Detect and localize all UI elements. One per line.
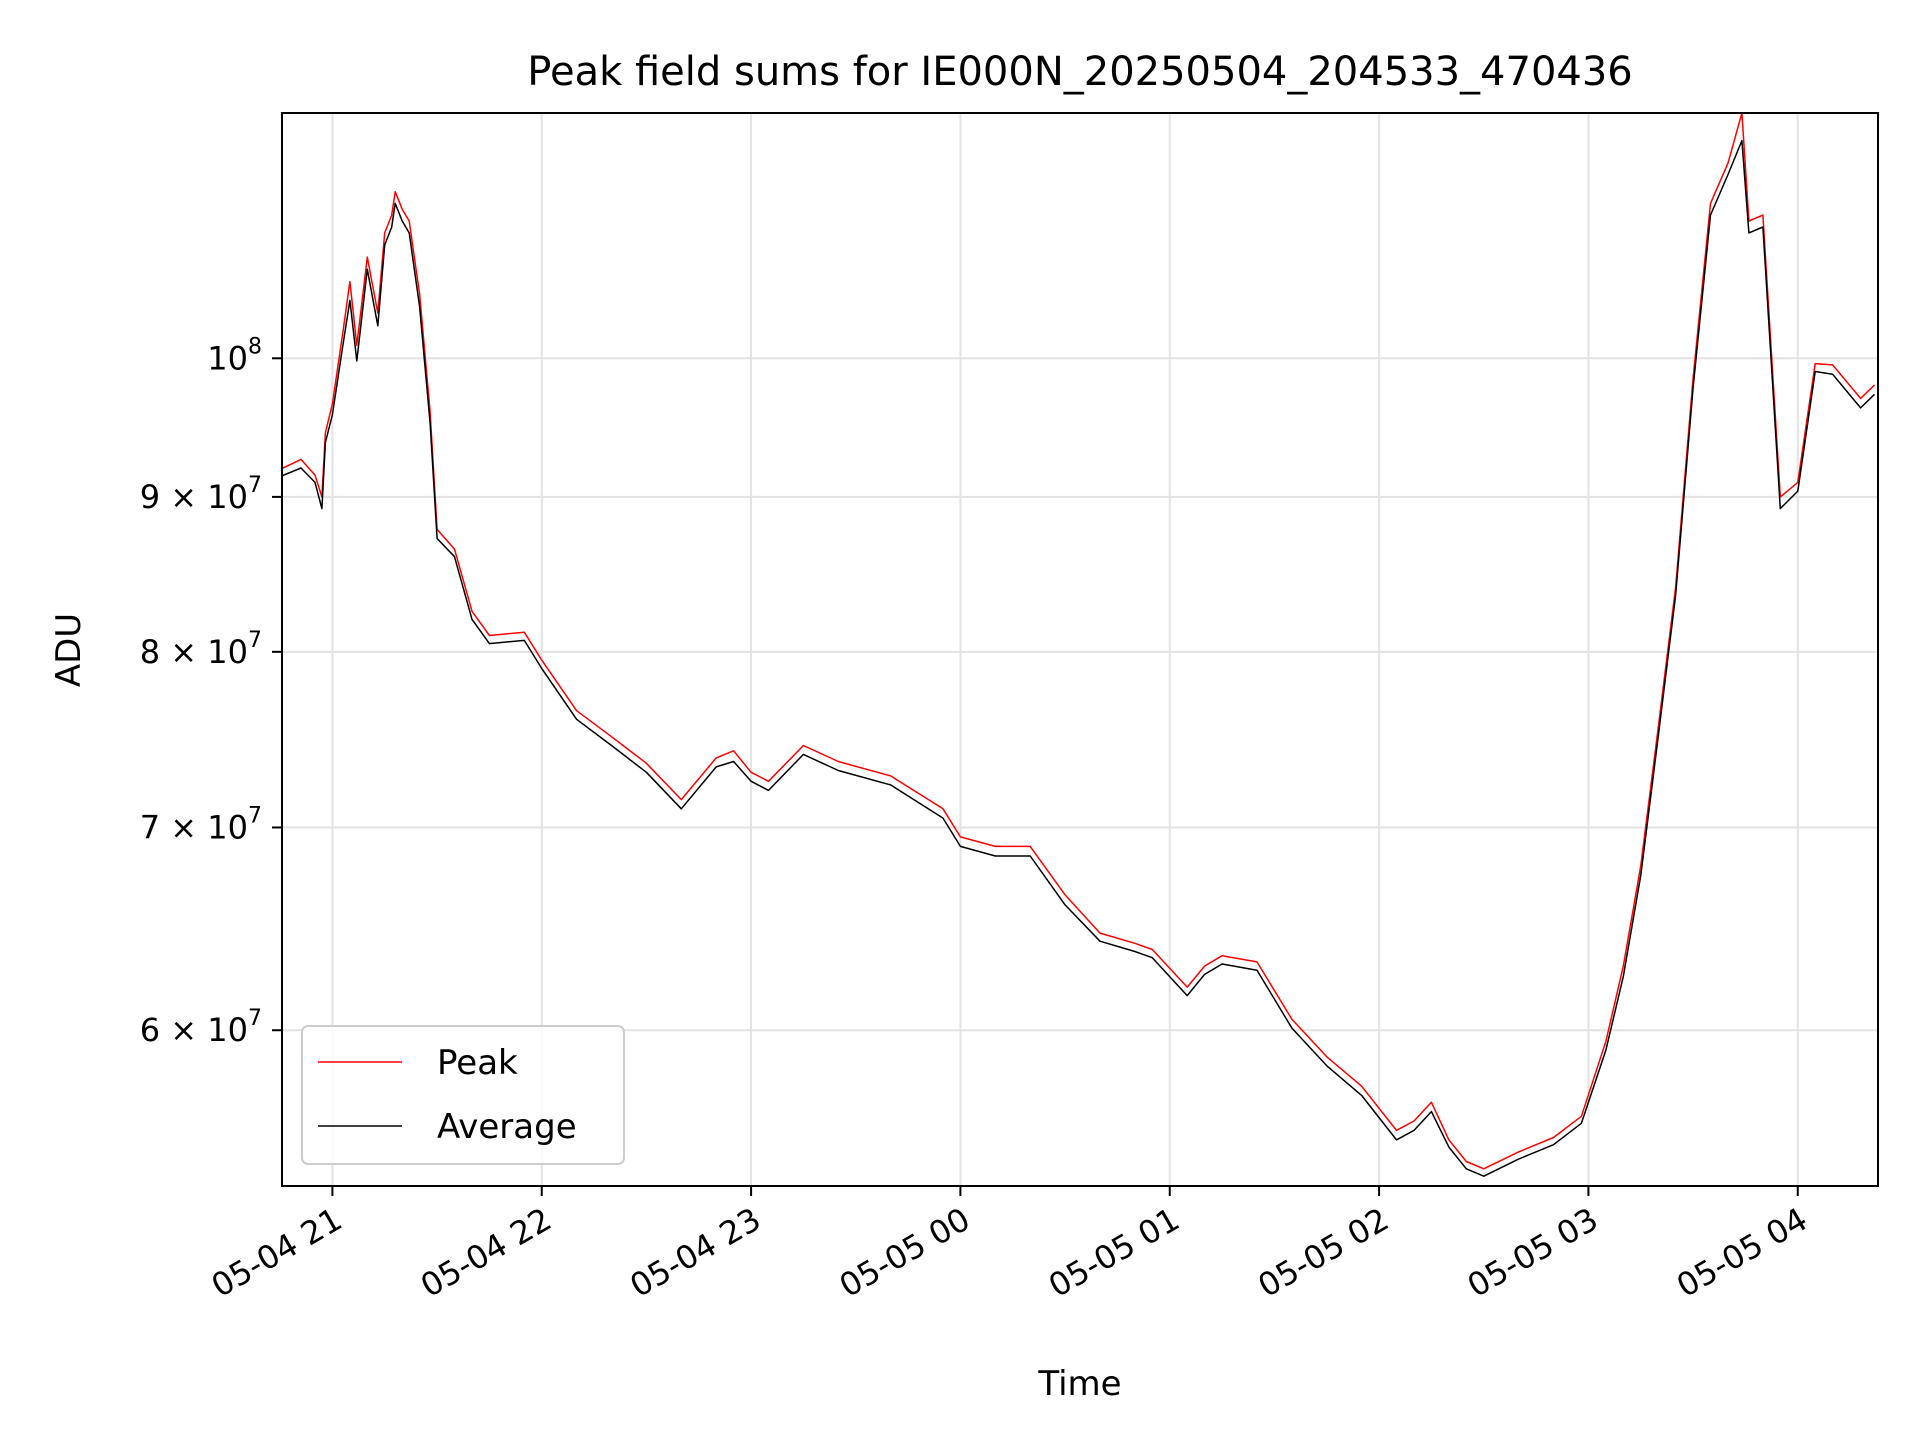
legend-label-peak: Peak	[437, 1043, 518, 1083]
y-axis-title: ADU	[49, 613, 89, 687]
y-tick-label: 9 × 107	[140, 473, 262, 516]
y-tick-label: 7 × 107	[140, 803, 262, 846]
legend-label-average: Average	[437, 1107, 577, 1147]
y-axis: 6 × 107 7 × 107 8 × 107 9 × 107 108	[140, 334, 282, 1049]
series-line-average	[282, 139, 1876, 1177]
legend-box	[301, 1025, 625, 1165]
chart-title: Peak field sums for IE000N_20250504_2045…	[527, 49, 1632, 95]
series-line-peak	[282, 113, 1876, 1170]
legend: Peak Average	[301, 1025, 625, 1165]
y-tick-label: 8 × 107	[140, 628, 262, 671]
plot-frame	[281, 112, 1879, 1187]
y-tick-label: 108	[207, 334, 262, 377]
y-tick-label: 6 × 107	[140, 1006, 262, 1049]
x-axis-title: Time	[1037, 1364, 1121, 1404]
series-layer	[282, 113, 1876, 1177]
